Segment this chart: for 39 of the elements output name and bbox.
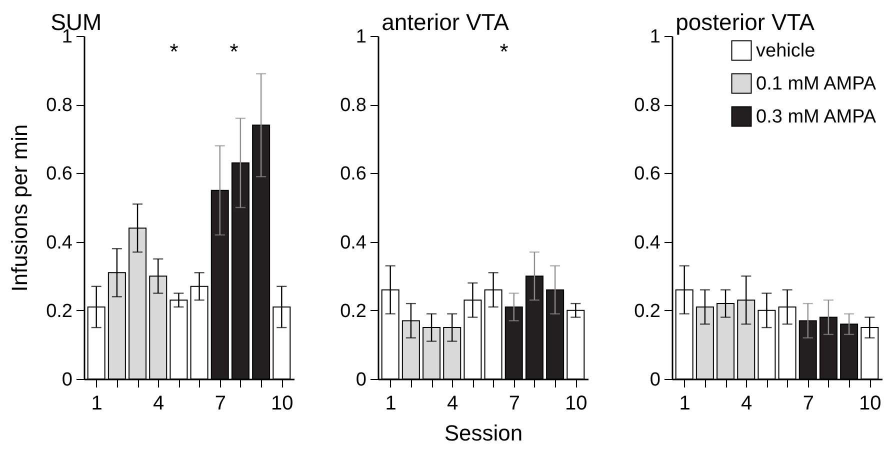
- y-tick-label: 0.8: [46, 95, 72, 116]
- x-tick-label: 10: [859, 392, 882, 414]
- chart-title: posterior VTA: [676, 9, 816, 35]
- x-tick-label: 7: [508, 392, 520, 414]
- x-tick-label: 7: [802, 392, 814, 414]
- y-axis-title: Infusions per min: [7, 124, 32, 292]
- x-tick-label: 7: [214, 392, 226, 414]
- y-tick-label: 0: [650, 370, 660, 390]
- x-tick-label: 1: [385, 392, 396, 414]
- x-tick-label: 10: [271, 392, 294, 414]
- y-tick-label: 0.2: [340, 300, 366, 322]
- x-tick-label: 4: [447, 392, 458, 414]
- y-tick-label: 0.4: [340, 232, 367, 254]
- y-tick-label: 0.6: [340, 164, 366, 185]
- annotation: *: [500, 39, 509, 64]
- x-tick-label: 4: [153, 392, 164, 414]
- y-tick-label: 1: [650, 26, 660, 48]
- y-tick-label: 0.4: [634, 232, 661, 254]
- x-tick-label: 4: [741, 392, 752, 414]
- chart-title: anterior VTA: [382, 9, 510, 35]
- x-tick-label: 1: [91, 392, 102, 414]
- x-axis-title: Session: [444, 420, 523, 446]
- x-tick-label: 1: [679, 392, 690, 414]
- annotation: *: [170, 39, 179, 64]
- y-tick-label: 0.6: [46, 164, 72, 185]
- y-tick-label: 0.6: [634, 164, 660, 185]
- y-tick-label: 0: [356, 370, 366, 390]
- y-tick-label: 1: [356, 26, 366, 48]
- y-tick-label: 0.4: [46, 232, 73, 254]
- y-tick-label: 0: [62, 370, 72, 390]
- y-tick-label: 0.2: [46, 300, 72, 322]
- annotation: *: [230, 39, 239, 64]
- legend-label: 0.3 mM AMPA: [756, 106, 876, 128]
- y-tick-label: 0.8: [340, 95, 366, 116]
- legend-label: vehicle: [756, 40, 816, 62]
- y-tick-label: 0.2: [634, 300, 660, 322]
- legend-label: 0.1 mM AMPA: [756, 74, 876, 94]
- x-tick-label: 10: [565, 392, 588, 414]
- y-tick-label: 0.8: [634, 95, 660, 116]
